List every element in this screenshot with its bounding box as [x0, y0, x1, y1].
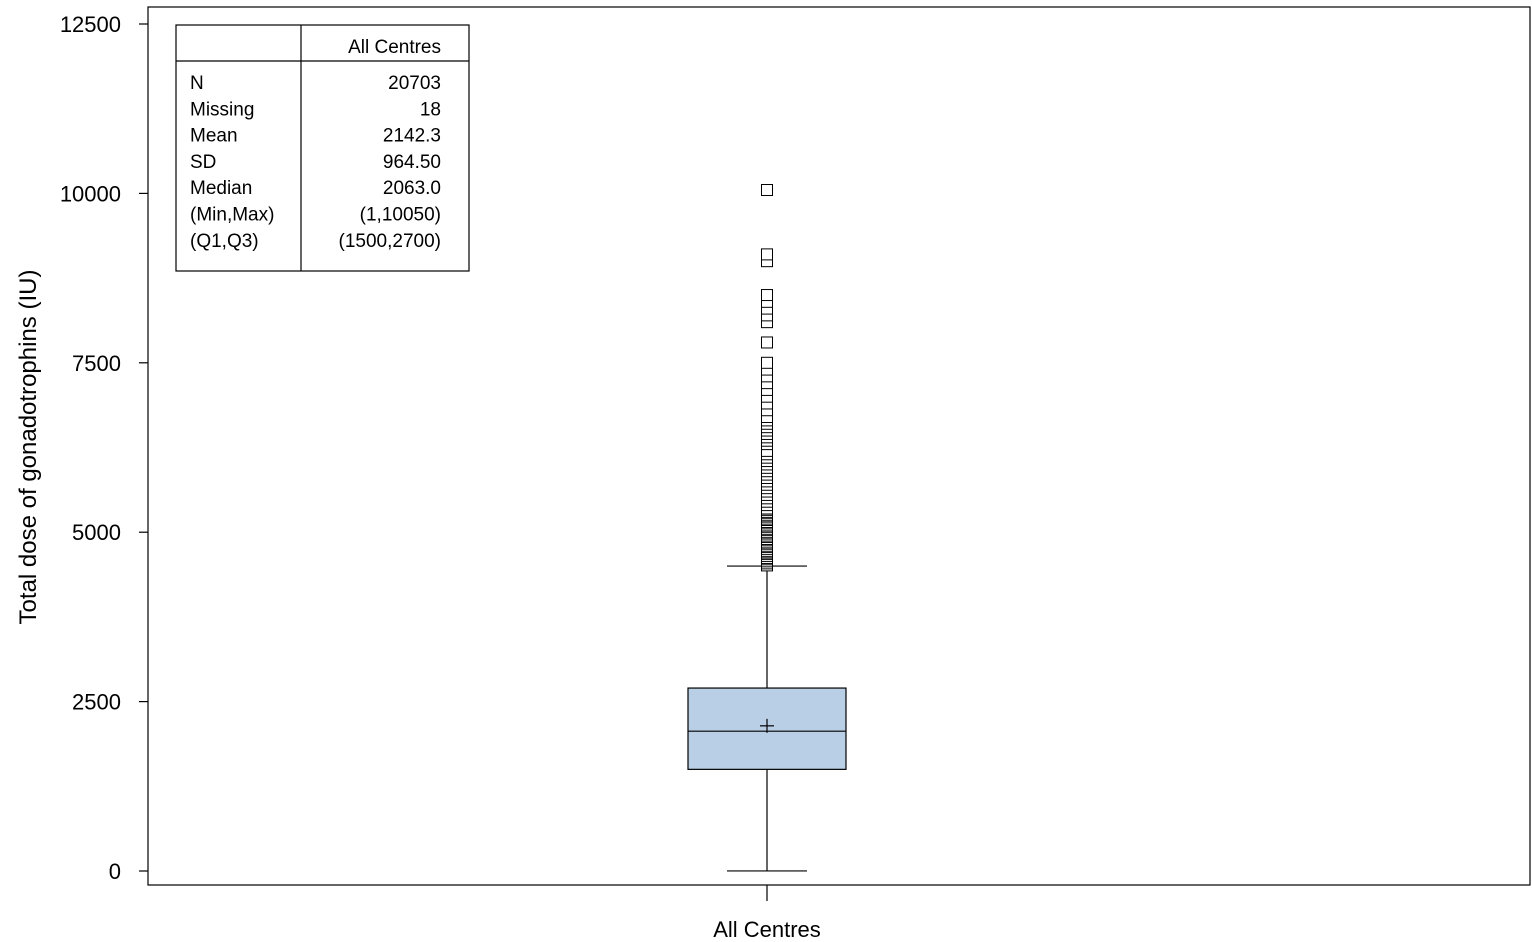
stats-row-value: 20703	[388, 73, 441, 94]
outlier-point	[761, 289, 773, 302]
stats-row-label: Mean	[190, 126, 238, 147]
stats-row-value: 964.50	[383, 152, 441, 173]
y-tick-label: 12500	[60, 12, 121, 37]
stats-row-value: 2063.0	[383, 178, 441, 199]
stats-table-frame	[175, 24, 470, 272]
y-tick-label: 7500	[72, 351, 121, 376]
y-axis-title: Total dose of gonadotrophins (IU)	[15, 270, 42, 625]
stats-row-label: SD	[190, 152, 216, 173]
stats-row-value: (1500,2700)	[339, 231, 441, 252]
outlier-point	[761, 248, 773, 261]
y-tick-label: 5000	[72, 520, 121, 545]
y-tick-label: 0	[109, 859, 121, 884]
outlier-point	[761, 356, 773, 369]
x-tick-label: All Centres	[713, 917, 821, 942]
y-tick-label: 2500	[72, 690, 121, 715]
stats-row-label: N	[190, 73, 204, 94]
stats-table-header: All Centres	[348, 37, 441, 58]
outlier-point	[761, 336, 773, 349]
stats-row-label: (Q1,Q3)	[190, 231, 259, 252]
plot-frame	[147, 6, 1531, 886]
stats-row-value: (1,10050)	[360, 205, 441, 226]
stats-row-label: Missing	[190, 99, 254, 120]
stats-row-value: 2142.3	[383, 126, 441, 147]
outlier-point	[761, 184, 773, 197]
stats-row-label: Median	[190, 178, 252, 199]
stats-row-label: (Min,Max)	[190, 205, 274, 226]
stats-row-value: 18	[420, 99, 441, 120]
y-tick-label: 10000	[60, 181, 121, 206]
